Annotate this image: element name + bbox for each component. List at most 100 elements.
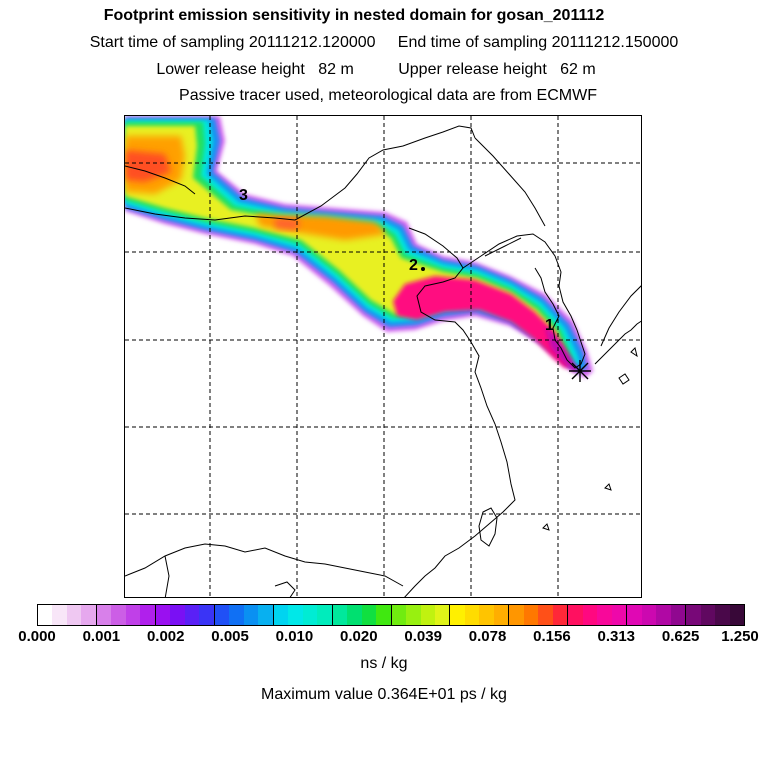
colorbar-swatch <box>552 605 568 625</box>
colorbar-swatch <box>302 605 318 625</box>
colorbar-swatch <box>493 605 509 625</box>
colorbar-swatch <box>111 605 126 625</box>
colorbar-swatch <box>140 605 155 625</box>
colorbar-tick-label: 0.001 <box>82 628 121 645</box>
colorbar-tick-label: 0.002 <box>146 628 185 645</box>
colorbar-segment <box>155 605 215 625</box>
colorbar-swatch <box>376 605 391 625</box>
colorbar-segment <box>450 605 510 625</box>
colorbar-swatch <box>434 605 450 625</box>
border-mongolia <box>125 207 296 221</box>
border-northwest <box>125 165 196 195</box>
border-south <box>125 543 404 587</box>
colorbar-swatch <box>509 605 524 625</box>
colorbar-segment <box>509 605 569 625</box>
colorbar-tick-label: 0.078 <box>468 628 507 645</box>
point-marker-2 <box>421 267 425 271</box>
colorbar-swatch <box>332 605 348 625</box>
point-label-2: 2 <box>409 257 418 274</box>
colorbar-tick-label: 0.010 <box>275 628 314 645</box>
colorbar-tick-label: 0.000 <box>18 628 56 645</box>
colorbar <box>37 604 745 626</box>
colorbar-swatch <box>450 605 465 625</box>
asterisk-star-icon <box>569 360 591 382</box>
colorbar-tick-label: 0.313 <box>597 628 636 645</box>
coastline-hainan <box>274 581 296 597</box>
colorbar-swatch <box>38 605 53 625</box>
colorbar-swatch <box>582 605 598 625</box>
colorbar-swatch <box>568 605 583 625</box>
border-korea-china <box>484 237 522 257</box>
island-small-3 <box>542 523 550 531</box>
maximum-value-text: Maximum value 0.364E+01 ps / kg <box>261 686 507 703</box>
colorbar-swatch <box>66 605 82 625</box>
footprint-map: 1 2 3 <box>124 115 642 598</box>
plot-title: Footprint emission sensitivity in nested… <box>103 7 605 24</box>
plume-layer-red <box>125 150 171 182</box>
coastline-korea <box>462 233 586 369</box>
coastline-taiwan <box>478 507 498 547</box>
plume-layer-red-2 <box>275 218 300 230</box>
coastline-japan-2 <box>600 285 641 347</box>
colorbar-swatch <box>273 605 289 625</box>
colorbar-tick-label: 0.039 <box>404 628 442 645</box>
island-small-1 <box>618 373 630 385</box>
colorbar-segment <box>96 605 156 625</box>
colorbar-swatch <box>627 605 642 625</box>
colorbar-swatch <box>597 605 612 625</box>
colorbar-tick-label: 0.156 <box>533 628 571 645</box>
release-height-line: Lower release height 82 m Upper release … <box>156 61 596 78</box>
colorbar-swatch <box>729 605 745 625</box>
colorbar-segment <box>214 605 274 625</box>
colorbar-segment <box>38 605 97 625</box>
point-label-3: 3 <box>239 187 248 204</box>
colorbar-swatch <box>125 605 141 625</box>
colorbar-swatch <box>538 605 553 625</box>
colorbar-segment <box>332 605 392 625</box>
colorbar-swatch <box>81 605 96 625</box>
colorbar-swatch <box>347 605 362 625</box>
graticule <box>125 116 641 597</box>
colorbar-swatch <box>96 605 112 625</box>
colorbar-swatch <box>391 605 407 625</box>
colorbar-swatch <box>611 605 627 625</box>
colorbar-swatch <box>715 605 730 625</box>
island-small-2 <box>604 483 612 491</box>
colorbar-tick-labels: 0.000 0.001 0.002 0.005 0.010 0.020 0.039 0.078… <box>0 628 768 648</box>
colorbar-swatch <box>700 605 716 625</box>
colorbar-swatch <box>523 605 539 625</box>
colorbar-segment <box>391 605 451 625</box>
colorbar-segment <box>627 605 687 625</box>
coastline-china-east <box>404 227 516 597</box>
colorbar-swatch <box>229 605 244 625</box>
colorbar-swatch <box>361 605 377 625</box>
colorbar-unit: ns / kg <box>360 655 408 672</box>
colorbar-swatch <box>686 605 701 625</box>
sampling-time-line: Start time of sampling 20111212.120000 E… <box>89 34 679 51</box>
colorbar-swatch <box>199 605 214 625</box>
colorbar-swatch <box>406 605 421 625</box>
plume-layer-magenta <box>393 276 571 368</box>
border-north-2 <box>474 137 546 227</box>
colorbar-swatch <box>258 605 273 625</box>
border-north <box>294 125 476 221</box>
colorbar-tick-label: 0.020 <box>340 628 378 645</box>
colorbar-swatch <box>155 605 171 625</box>
colorbar-swatch <box>656 605 671 625</box>
colorbar-swatch <box>184 605 200 625</box>
colorbar-swatch <box>479 605 494 625</box>
colorbar-swatch <box>243 605 259 625</box>
colorbar-swatch <box>52 605 67 625</box>
colorbar-segment <box>686 605 745 625</box>
colorbar-swatch <box>670 605 686 625</box>
colorbar-segment <box>568 605 628 625</box>
coastline-japan <box>594 320 641 365</box>
colorbar-swatch <box>214 605 230 625</box>
border-southwest <box>164 555 170 597</box>
footprint-plume <box>125 116 593 378</box>
point-label-1: 1 <box>545 317 554 334</box>
coastlines <box>125 125 641 597</box>
colorbar-swatch <box>317 605 332 625</box>
colorbar-swatch <box>641 605 657 625</box>
colorbar-swatch <box>170 605 185 625</box>
